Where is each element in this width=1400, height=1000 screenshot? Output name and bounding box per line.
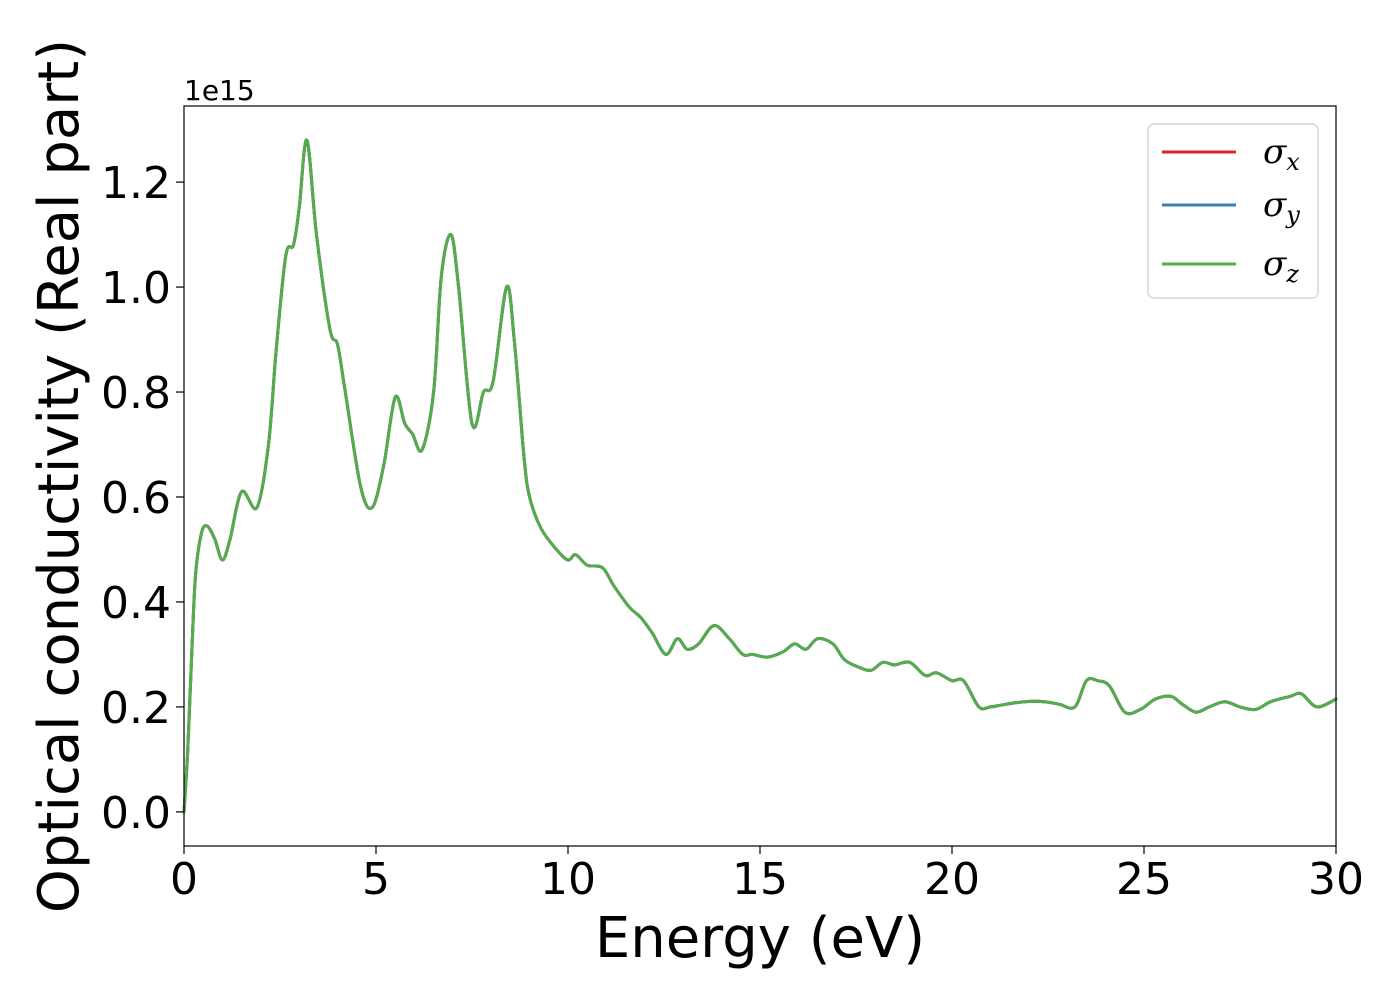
y-tick-label: 1.0 [101,263,171,314]
legend-symbol: σ [1263,244,1287,284]
x-axis-ticks: 0 5 10 15 20 25 30 [170,846,1364,905]
legend-label-x: σx [1263,132,1300,176]
x-tick-label: 0 [170,854,198,905]
legend-label-y: σy [1263,185,1300,229]
y-axis-ticks: 0.0 0.2 0.4 0.6 0.8 1.0 1.2 [101,158,184,839]
y-tick-label: 0.8 [101,368,171,419]
x-tick-label: 20 [924,854,980,905]
legend-subscript: y [1285,201,1300,229]
legend-label-z: σz [1263,244,1299,288]
x-tick-label: 10 [540,854,596,905]
legend-symbol: σ [1263,132,1287,172]
legend-subscript: z [1285,260,1299,288]
y-tick-label: 0.6 [101,473,171,524]
y-tick-label: 0.0 [101,788,171,839]
y-tick-label: 0.2 [101,683,171,734]
x-tick-label: 25 [1116,854,1172,905]
x-tick-label: 5 [362,854,390,905]
x-axis-title: Energy (eV) [595,906,925,971]
y-tick-label: 1.2 [101,158,171,209]
legend-box [1147,123,1319,299]
y-offset-label: 1e15 [184,74,255,107]
legend-subscript: x [1286,148,1300,176]
series-line-z [182,138,1338,814]
y-tick-label: 0.4 [101,578,171,629]
x-tick-label: 15 [732,854,788,905]
series-layer [182,138,1338,814]
legend-symbol: σ [1263,185,1287,225]
x-tick-label: 30 [1308,854,1364,905]
y-axis-title: Optical conductivity (Real part) [27,39,92,913]
